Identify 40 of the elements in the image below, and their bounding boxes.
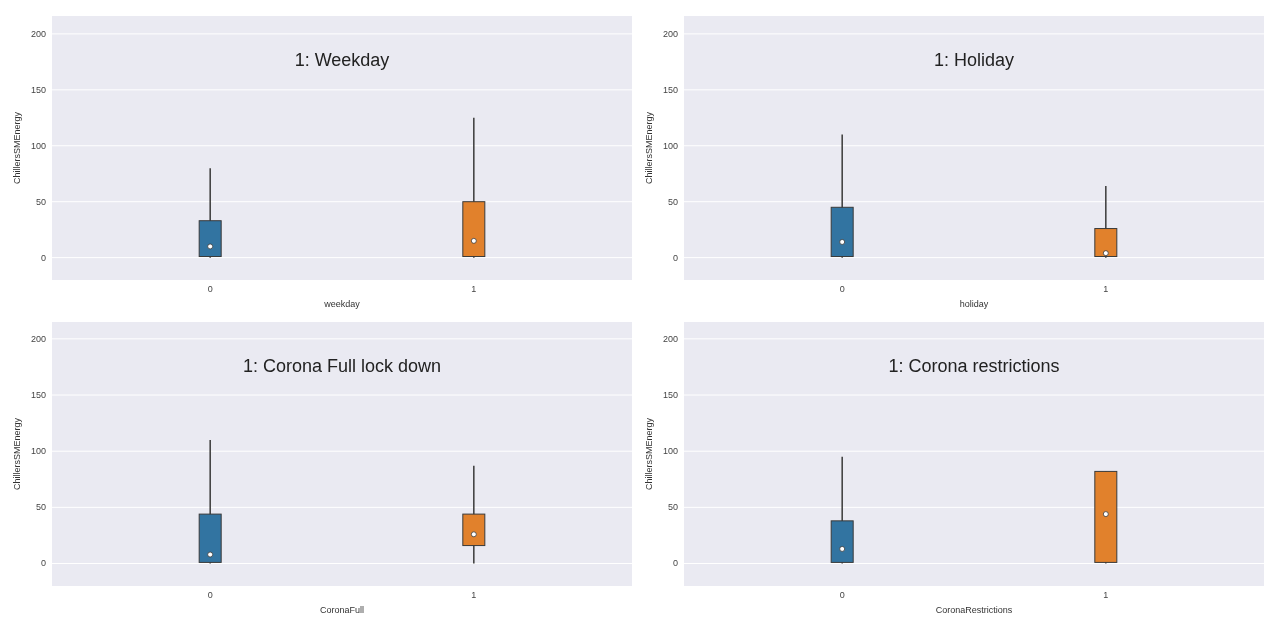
annotation: 1: Corona Full lock down [242, 356, 442, 376]
y-tick-label: 100 [30, 140, 46, 151]
annotation: 1: Holiday [933, 50, 1015, 70]
y-tick-label: 200 [662, 28, 678, 39]
annotation: 1: Corona restrictions [888, 356, 1060, 376]
x-tick-label: 1 [1103, 284, 1109, 294]
y-axis-title: ChillersSMEnergy [644, 111, 654, 185]
y-tick-label: 200 [662, 333, 678, 344]
x-tick-label: 1 [471, 284, 477, 294]
x-axis-title: weekday [323, 299, 361, 309]
x-axis-title: CoronaRestrictions [935, 605, 1013, 615]
y-tick-label: 200 [30, 333, 46, 344]
y-tick-label: 50 [667, 196, 678, 207]
x-tick-label: 1 [1103, 590, 1109, 600]
y-tick-label: 100 [662, 446, 678, 457]
x-tick-label: 0 [839, 284, 845, 294]
y-axis-title: ChillersSMEnergy [644, 417, 654, 491]
y-tick-label: 150 [30, 389, 46, 400]
y-tick-label: 0 [672, 558, 678, 569]
x-axis-title: CoronaFull [319, 605, 365, 615]
y-tick-label: 100 [662, 140, 678, 151]
annotation: 1: Weekday [294, 50, 390, 70]
y-tick-label: 0 [40, 558, 46, 569]
x-tick-label: 0 [207, 590, 213, 600]
y-tick-label: 100 [30, 446, 46, 457]
y-tick-label: 150 [662, 389, 678, 400]
y-tick-label: 50 [35, 502, 46, 513]
y-axis-title: ChillersSMEnergy [12, 417, 22, 491]
x-tick-label: 1 [471, 590, 477, 600]
y-tick-label: 0 [672, 252, 678, 263]
y-tick-label: 200 [30, 28, 46, 39]
y-tick-label: 50 [667, 502, 678, 513]
y-axis-title: ChillersSMEnergy [12, 111, 22, 185]
x-axis-title: holiday [959, 299, 989, 309]
y-tick-label: 50 [35, 196, 46, 207]
y-tick-label: 0 [40, 252, 46, 263]
y-tick-label: 150 [662, 84, 678, 95]
y-tick-label: 150 [30, 84, 46, 95]
x-tick-label: 0 [207, 284, 213, 294]
x-tick-label: 0 [839, 590, 845, 600]
